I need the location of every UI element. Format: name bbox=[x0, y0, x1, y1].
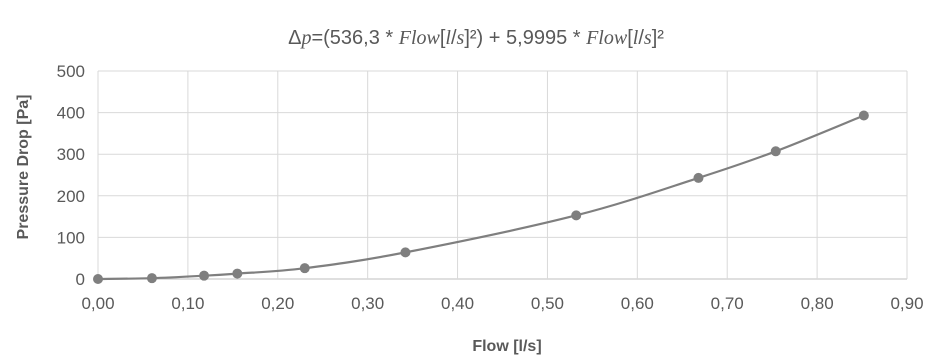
y-tick-label: 200 bbox=[57, 187, 85, 206]
chart-title-part: ]² bbox=[652, 27, 665, 49]
data-point bbox=[858, 110, 869, 121]
chart-title-part: l bbox=[445, 27, 451, 49]
chart-title-part: [ bbox=[627, 27, 633, 49]
x-tick-label: 0,30 bbox=[351, 294, 384, 313]
chart-title-part: =(536,3 * bbox=[311, 27, 398, 49]
data-point bbox=[232, 268, 243, 279]
chart-title-part: Δ bbox=[288, 27, 301, 49]
y-tick-label: 300 bbox=[57, 145, 85, 164]
chart-title-part: Flow bbox=[398, 27, 441, 49]
x-tick-label: 0,40 bbox=[441, 294, 474, 313]
y-tick-label: 400 bbox=[57, 104, 85, 123]
gridlines bbox=[97, 70, 908, 280]
chart-title: Δp=(536,3 * Flow[l/s]²) + 5,9995 * Flow[… bbox=[288, 27, 664, 49]
y-axis-label: Pressure Drop [Pa] bbox=[15, 95, 32, 240]
chart-title-part: s bbox=[644, 27, 652, 49]
data-points bbox=[93, 110, 869, 284]
trendline-layer bbox=[97, 114, 865, 281]
y-tick-label: 100 bbox=[57, 228, 85, 247]
x-tick-label: 0,50 bbox=[531, 294, 564, 313]
x-tick-label: 0,20 bbox=[261, 294, 294, 313]
x-tick-label: 0,70 bbox=[711, 294, 744, 313]
x-tick-label: 0,10 bbox=[171, 294, 204, 313]
y-tick-label: 500 bbox=[57, 62, 85, 81]
y-tick-label: 0 bbox=[76, 270, 85, 289]
x-tick-label: 0,00 bbox=[81, 294, 114, 313]
chart-title-part: [ bbox=[440, 27, 446, 49]
data-point bbox=[400, 247, 411, 258]
x-axis-label: Flow [l/s] bbox=[472, 338, 541, 355]
chart-title-part: p bbox=[299, 27, 311, 49]
data-point bbox=[571, 210, 582, 221]
chart-title-part: Flow bbox=[585, 27, 628, 49]
x-tick-labels: 0,00 0,10 0,20 0,30 0,40 0,50 0,60 0,70 0,80 0,90 bbox=[81, 294, 923, 313]
chart-title-part: / bbox=[638, 27, 644, 49]
data-point bbox=[770, 146, 781, 157]
data-point bbox=[299, 263, 310, 274]
y-tick-labels: 0 100 200 300 400 500 bbox=[57, 62, 85, 289]
chart-title-part: ]²) + 5,9995 * bbox=[464, 27, 586, 49]
data-point bbox=[146, 273, 157, 284]
data-point bbox=[93, 274, 103, 284]
data-point bbox=[199, 270, 210, 281]
x-tick-label: 0,90 bbox=[890, 294, 923, 313]
data-point bbox=[693, 172, 704, 183]
chart-title-part: / bbox=[451, 27, 457, 49]
chart-title-part: l bbox=[633, 27, 639, 49]
trendline bbox=[97, 114, 865, 281]
x-tick-label: 0,60 bbox=[621, 294, 654, 313]
chart-title-part: s bbox=[457, 27, 465, 49]
x-tick-label: 0,80 bbox=[801, 294, 834, 313]
